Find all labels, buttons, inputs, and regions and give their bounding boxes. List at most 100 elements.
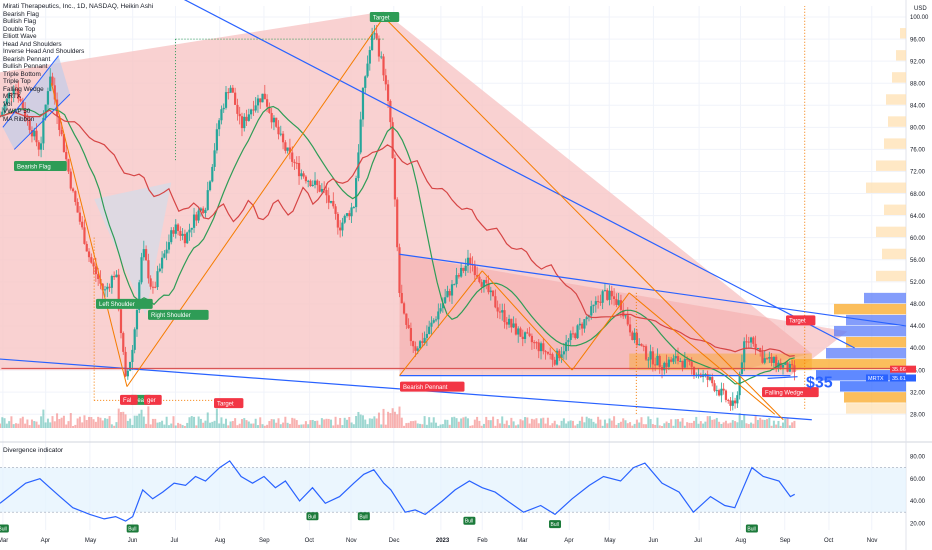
- candle-body: [37, 142, 40, 150]
- candle-body: [396, 199, 399, 248]
- bull-label-bg: [549, 520, 562, 529]
- falling-wedge-label-bg: [762, 387, 819, 398]
- candle-body: [788, 364, 791, 372]
- candle-body: [213, 150, 216, 167]
- candle-body: [571, 333, 575, 335]
- legend-item[interactable]: Inverse Head And Shoulders: [3, 48, 85, 55]
- candle-body: [224, 92, 228, 108]
- candle-body: [448, 291, 451, 296]
- candle-body: [188, 229, 191, 233]
- candle-body: [65, 151, 68, 160]
- volume-bar: [553, 420, 556, 428]
- candle-body: [549, 353, 552, 355]
- candle-body: [263, 93, 266, 100]
- ticker-label-bg: [866, 374, 888, 382]
- volume-bar: [298, 424, 301, 428]
- volume-bar: [396, 414, 399, 428]
- volume-bar: [729, 422, 732, 428]
- target-label-right-bg: [786, 315, 816, 326]
- legend-item[interactable]: Bullish Pennant: [3, 63, 48, 70]
- volume-bar: [350, 422, 353, 428]
- volume-bar: [482, 423, 485, 428]
- candle-body: [733, 400, 737, 404]
- volume-bar: [592, 421, 595, 428]
- candle-body: [775, 356, 778, 368]
- volume-bar: [430, 422, 433, 428]
- volume-bar: [471, 425, 474, 428]
- volume-bar: [606, 423, 609, 428]
- candle-body: [67, 159, 70, 172]
- price-tick-label: 52.00: [910, 280, 926, 286]
- candle-body: [254, 105, 257, 111]
- volume-bar: [323, 419, 326, 428]
- volume-bar: [8, 421, 11, 428]
- volume-bar: [256, 425, 259, 428]
- time-tick-label: Aug: [735, 538, 746, 544]
- candle-body: [439, 308, 442, 312]
- legend-item[interactable]: Head And Shoulders: [3, 40, 62, 48]
- volume-bar: [357, 411, 360, 428]
- price-tick-label: 56.00: [910, 258, 926, 264]
- candle-body: [505, 322, 508, 325]
- candle-body: [359, 119, 362, 153]
- candle-body: [30, 130, 34, 137]
- time-tick-label: Nov: [346, 538, 357, 544]
- double-top-leg: [383, 16, 784, 421]
- volume-profile-bar: [876, 160, 906, 171]
- legend-item[interactable]: MA Ribbon: [3, 115, 35, 123]
- candle-body: [60, 129, 63, 135]
- volume-bar: [151, 418, 154, 428]
- legend-item[interactable]: Double Top: [3, 25, 36, 33]
- legend-item[interactable]: Bearish Pennant: [3, 55, 51, 63]
- candle-body: [113, 276, 116, 278]
- candle-body: [503, 310, 506, 323]
- legend-item[interactable]: Bullish Flag: [3, 18, 37, 25]
- candle-body: [327, 195, 330, 203]
- volume-profile-bar: [876, 270, 906, 282]
- legend-item[interactable]: Triple Top: [3, 78, 31, 85]
- volume-bar: [284, 416, 287, 428]
- candle-body: [781, 364, 785, 368]
- volume-bar: [615, 424, 618, 428]
- volume-bar: [167, 425, 170, 428]
- volume-bar: [94, 421, 97, 428]
- time-tick-label: Jun: [128, 538, 138, 544]
- volume-bar: [288, 423, 291, 428]
- candle-body: [434, 319, 438, 321]
- candle-body: [332, 200, 335, 207]
- volume-bar: [775, 424, 778, 428]
- volume-bar: [295, 420, 298, 428]
- time-tick-label: Dec: [389, 538, 400, 544]
- candle-body: [763, 358, 766, 363]
- candle-body: [482, 280, 486, 287]
- candle-body: [786, 362, 789, 372]
- candle-body: [676, 356, 680, 362]
- volume-bar: [626, 423, 629, 428]
- price-tick-label: 44.00: [910, 324, 926, 330]
- legend-item[interactable]: Triple Bottom: [3, 70, 41, 78]
- volume-bar: [62, 415, 65, 428]
- candle-body: [715, 390, 718, 392]
- wave-leg-3: [571, 292, 630, 371]
- legend-item[interactable]: Falling Wedge: [3, 85, 44, 93]
- price-tick-label: 76.00: [910, 148, 926, 154]
- legend-item[interactable]: Bearish Flag: [3, 10, 39, 18]
- legend-item[interactable]: MRTX: [3, 93, 21, 100]
- volume-bar: [508, 425, 511, 428]
- candle-body: [368, 50, 371, 64]
- candle-body: [656, 355, 659, 366]
- volume-bar: [423, 416, 426, 428]
- legend-item[interactable]: Elliott Wave: [3, 33, 37, 40]
- volume-bar: [679, 421, 682, 428]
- legend-item[interactable]: Vol: [3, 100, 12, 108]
- volume-bar: [786, 418, 789, 428]
- volume-bar: [215, 408, 218, 428]
- volume-bar: [478, 420, 481, 428]
- volume-bar: [704, 421, 707, 428]
- candle-body: [384, 75, 387, 85]
- volume-bar: [706, 416, 709, 428]
- price-tick-label: 96.00: [910, 37, 926, 43]
- volume-bar: [154, 418, 157, 428]
- legend-item[interactable]: VWAP 50: [3, 108, 31, 115]
